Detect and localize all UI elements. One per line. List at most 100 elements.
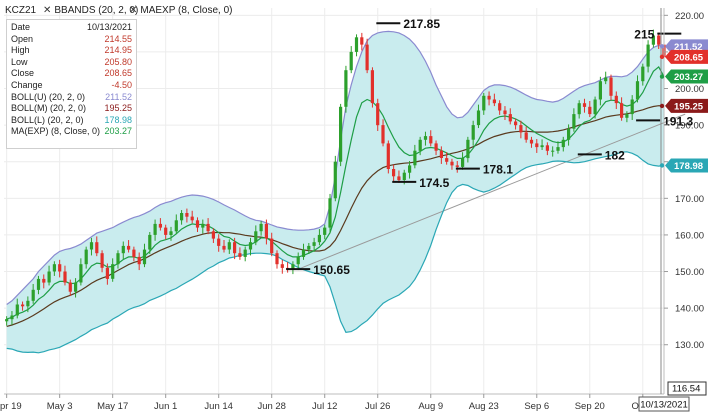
candle-body (111, 264, 115, 279)
candle-body (121, 245, 125, 254)
x-tick-label: Aug 9 (418, 401, 443, 412)
candle-body (222, 245, 226, 250)
candle-body (535, 143, 539, 148)
y-tick-label: 220.00 (675, 11, 704, 22)
candle-body (296, 256, 300, 265)
candle-body (201, 223, 205, 228)
candle-body (280, 264, 284, 268)
info-row: BOLL(M) (20, 2, 0) 195.25 (11, 103, 132, 115)
candle-body (545, 145, 549, 151)
remove-maexp-icon[interactable]: ✕ (129, 5, 138, 16)
info-value: 214.55 (104, 33, 132, 44)
candle-body (551, 150, 555, 152)
info-row: Date 10/13/2021 (11, 22, 132, 34)
ema-line (6, 65, 665, 320)
annotation-label: 191.3 (663, 114, 693, 128)
candle-body (487, 95, 491, 100)
y-tick-label: 140.00 (675, 304, 704, 315)
candle-body (524, 132, 528, 140)
info-label: BOLL(M) (20, 2, 0) (11, 103, 87, 114)
candle-body (248, 242, 253, 250)
remove-bbands-icon[interactable]: ✕ (43, 5, 52, 16)
info-label: Open (11, 33, 34, 44)
candle-body (169, 231, 173, 235)
candle-body (476, 110, 481, 126)
candle-body (598, 81, 602, 100)
candle-body (482, 95, 486, 111)
data-info-box: Date 10/13/2021 Open 214.55 High 214.95 Low 205… (6, 19, 137, 149)
x-end-tag-box (638, 396, 690, 412)
annotations: 217.85 174.5 178.1 150.65 182 191.3 215 (286, 17, 693, 277)
candle-body (233, 242, 237, 254)
y-tick-label: 200.00 (675, 84, 704, 95)
candle-body (461, 158, 465, 167)
candle-body (646, 44, 650, 67)
x-tick-label: Jun 14 (204, 401, 233, 412)
y-tick-label: 150.00 (675, 267, 704, 278)
price-tag-dot (659, 163, 665, 168)
candle-body (402, 172, 406, 180)
candle-body (127, 245, 131, 250)
price-tag-label: 208.65 (674, 52, 704, 63)
x-tick-label: Jul 26 (365, 401, 390, 412)
info-row: Change -4.50 (11, 80, 132, 92)
candle-body (317, 234, 321, 243)
info-value: -4.50 (111, 79, 132, 90)
candle-body (100, 253, 104, 268)
price-tag-label: 211.52 (674, 42, 703, 53)
candle-body (413, 150, 417, 166)
candle-body (164, 227, 168, 235)
candle-body (5, 319, 9, 322)
candle-body (657, 35, 661, 45)
candle-body (195, 220, 200, 228)
indicator-maexp-label: MAEXP (8, Close, 0) (140, 5, 233, 16)
info-label: BOLL(L) (20, 2, 0) (11, 114, 84, 125)
info-row: High 214.95 (11, 45, 132, 57)
candle-body (503, 110, 507, 115)
candle-body (158, 223, 162, 228)
info-row: Low 205.80 (11, 57, 132, 69)
candle-body (174, 220, 178, 232)
candle-body (344, 70, 348, 107)
annotation-label: 182 (605, 148, 625, 162)
axes: 130.00140.00150.00160.00170.00180.00190.… (0, 8, 708, 412)
price-tag-label: 178.98 (674, 161, 703, 172)
candle-body (264, 223, 268, 239)
chart-header: KCZ21 ✕ BBANDS (20, 2, 0) ✕ MAEXP (8, Clos… (0, 0, 710, 20)
x-tick-label: Sep 6 (524, 401, 549, 412)
price-tag-dot (659, 44, 665, 49)
candle-body (132, 249, 136, 257)
candle-body (68, 282, 72, 292)
candle-body (217, 238, 221, 246)
y-tick-label: 170.00 (675, 194, 704, 205)
info-value: 208.65 (104, 68, 132, 79)
annotation-label: 178.1 (483, 163, 513, 177)
candle-body (142, 249, 147, 265)
candle-body (445, 158, 449, 162)
candle-body (370, 70, 374, 104)
info-label: Low (11, 56, 28, 67)
candle-body (423, 136, 428, 140)
candle-body (392, 169, 396, 177)
candle-body (307, 245, 311, 250)
candle-body (116, 253, 120, 265)
candle-body (582, 103, 587, 107)
price-tag-dot (659, 74, 665, 79)
candle-body (243, 249, 247, 257)
candle-body (376, 103, 380, 126)
info-label: BOLL(U) (20, 2, 0) (11, 91, 86, 102)
info-row: Open 214.55 (11, 34, 132, 46)
info-value: 195.25 (104, 103, 132, 114)
candle-body (508, 114, 512, 122)
candle-body (577, 103, 581, 115)
candle-body (381, 125, 385, 144)
price-tag-box (665, 39, 708, 54)
price-tag-box (665, 49, 708, 64)
annotation-label: 215 (634, 28, 654, 42)
annotation-label: 174.5 (419, 176, 449, 190)
info-value: 211.52 (105, 91, 132, 102)
info-label: Change (11, 79, 43, 90)
candle-body (492, 99, 496, 104)
price-tag-box (665, 98, 708, 113)
price-tag-box (665, 69, 708, 84)
